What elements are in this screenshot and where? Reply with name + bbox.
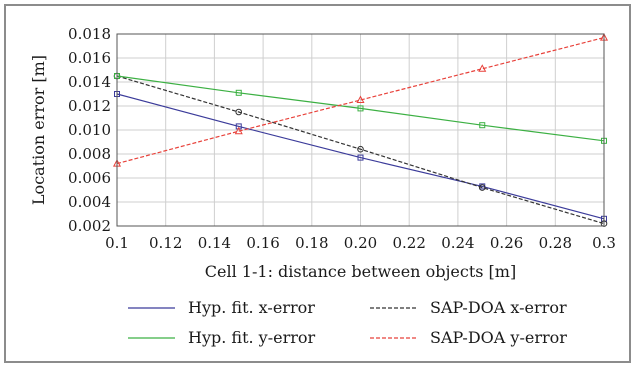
hyp-fit-y-error-marker <box>479 122 486 129</box>
sap-doa-y-error-marker <box>234 126 243 135</box>
legend-item-hyp-fit-y-error: Hyp. fit. y-error <box>128 328 316 347</box>
y-tick-label: 0.018 <box>68 25 111 43</box>
legend-item-sap-doa-x-error: SAP-DOA x-error <box>370 298 567 317</box>
plot-area-border <box>116 33 605 227</box>
tick-labels: 0.1 0.12 0.14 0.16 0.18 0.20 0.22 0.24 0.26 0.28 0… <box>68 25 616 252</box>
legend-label: Hyp. fit. y-error <box>188 328 316 347</box>
x-tick-label: 0.1 <box>105 234 129 252</box>
hyp-fit-x-error-marker <box>235 123 242 130</box>
x-tick-label: 0.24 <box>441 234 474 252</box>
y-tick-label: 0.004 <box>68 193 111 211</box>
legend: Hyp. fit. x-error SAP-DOA x-error Hyp. fit… <box>128 298 567 347</box>
legend-item-sap-doa-y-error: SAP-DOA y-error <box>370 328 567 347</box>
legend-label: SAP-DOA x-error <box>430 298 567 317</box>
hyp-fit-y-error-line <box>116 75 605 142</box>
sap-doa-x-error-marker <box>235 108 243 116</box>
sap-doa-x-error-marker <box>357 145 364 153</box>
sap-doa-x-error-marker <box>478 184 486 191</box>
x-axis-label: Cell 1-1: distance between objects [m] <box>205 262 516 281</box>
x-tick-label: 0.20 <box>344 234 377 252</box>
sap-doa-y-error-marker <box>356 95 365 103</box>
hyp-fit-y-error-marker <box>235 89 242 96</box>
hyp-fit-x-error-line <box>116 93 605 220</box>
y-tick-label: 0.014 <box>68 73 111 91</box>
sap-doa-y-error-marker <box>478 64 487 72</box>
y-axis-label: Location error [m] <box>29 55 48 205</box>
x-tick-label: 0.22 <box>392 234 425 252</box>
x-tick-label: 0.3 <box>592 234 616 252</box>
hyp-fit-x-error-marker <box>357 154 364 161</box>
sap-doa-x-error-line <box>116 75 605 225</box>
y-tick-label: 0.010 <box>68 121 111 139</box>
y-tick-label: 0.006 <box>68 169 111 187</box>
y-tick-label: 0.012 <box>68 97 111 115</box>
x-tick-label: 0.26 <box>490 234 523 252</box>
y-tick-label: 0.016 <box>68 49 111 67</box>
legend-item-hyp-fit-x-error: Hyp. fit. x-error <box>128 298 315 317</box>
y-tick-label: 0.002 <box>68 217 111 235</box>
grid <box>116 33 605 227</box>
x-tick-label: 0.12 <box>149 234 182 252</box>
x-tick-label: 0.16 <box>246 234 279 252</box>
y-tick-label: 0.008 <box>68 145 111 163</box>
figure-frame <box>4 4 631 363</box>
x-tick-label: 0.18 <box>295 234 328 252</box>
legend-label: Hyp. fit. x-error <box>188 298 315 317</box>
x-tick-label: 0.28 <box>539 234 572 252</box>
x-tick-label: 0.14 <box>198 234 231 252</box>
hyp-fit-y-error-marker <box>357 105 364 112</box>
legend-label: SAP-DOA y-error <box>430 328 567 347</box>
